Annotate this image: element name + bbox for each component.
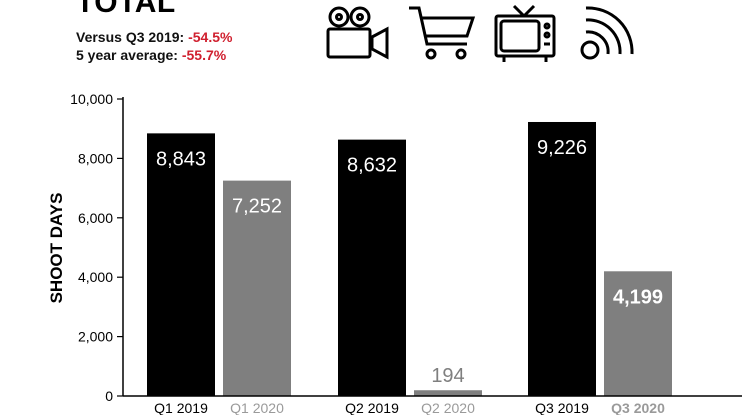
stat-label: 5 year average:	[76, 47, 178, 63]
bar-q2-2019	[338, 139, 406, 397]
bar-q3-2019	[528, 121, 596, 397]
y-axis-label: SHOOT DAYS	[47, 193, 66, 304]
y-tick-label: 4,000	[78, 269, 113, 285]
y-tick-label: 6,000	[78, 210, 113, 226]
bar-value-label: 7,252	[232, 196, 282, 218]
x-category-label: Q1 2020	[230, 400, 284, 415]
bar-q1-2019	[147, 133, 215, 396]
bar-value-label: 4,199	[613, 286, 663, 308]
y-tick-label: 8,000	[78, 150, 113, 166]
chart-title: TOTAL	[76, 0, 176, 19]
y-tick-label: 0	[105, 388, 113, 404]
television-icon	[494, 4, 556, 62]
y-tick-label: 2,000	[78, 329, 113, 345]
y-tick-label: 10,000	[70, 91, 113, 107]
bar-q3-2020	[604, 271, 672, 396]
five-year-average-stat: 5 year average: -55.7%	[76, 47, 226, 63]
film-camera-icon	[326, 6, 389, 60]
bar-value-label: 8,843	[156, 148, 206, 170]
stat-label: Versus Q3 2019:	[76, 29, 185, 45]
bar-value-label: 194	[431, 365, 464, 387]
bar-value-label: 9,226	[537, 137, 587, 159]
x-category-label: Q1 2019	[154, 400, 208, 415]
bar-value-label: 8,632	[347, 155, 397, 177]
x-category-label: Q2 2020	[421, 400, 475, 415]
stat-value: -55.7%	[181, 47, 227, 63]
shopping-cart-icon	[409, 6, 476, 60]
x-category-label: Q3 2019	[535, 400, 589, 415]
x-category-label: Q2 2019	[345, 400, 399, 415]
x-category-label: Q3 2020	[611, 400, 665, 415]
bar-q1-2020	[223, 180, 291, 396]
broadcast-signal-icon	[580, 6, 634, 60]
versus-q3-2019-stat: Versus Q3 2019: -54.5%	[76, 29, 232, 45]
bar-q2-2020	[414, 390, 482, 396]
stat-value: -54.5%	[188, 29, 233, 45]
